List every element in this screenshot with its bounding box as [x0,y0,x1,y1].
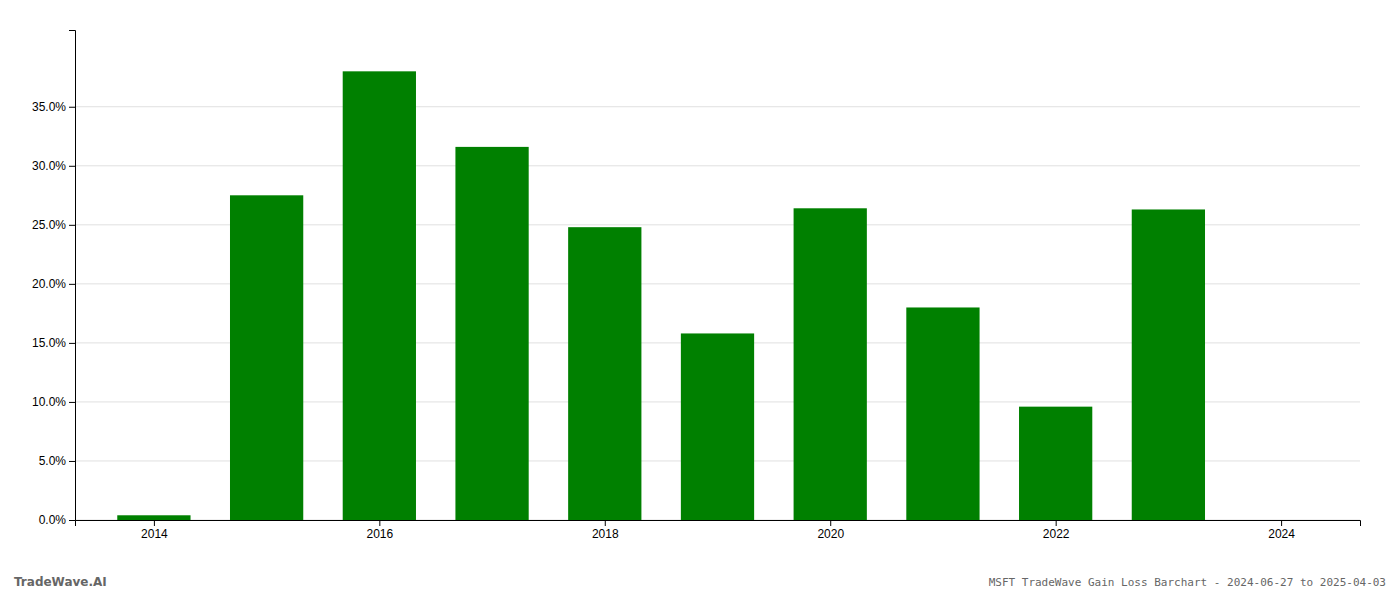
y-tick-label: 30.0% [32,159,66,173]
y-tick: 0.0% [39,513,75,527]
y-tick: 15.0% [32,336,75,350]
x-axis-line [76,521,1361,527]
grid-line [75,165,1360,166]
y-tick-label: 35.0% [32,100,66,114]
y-tick-mark [69,107,75,108]
plot: 2014 2016 2018 2020 2022 2024 0.0% 5.0% 10.0% 15.… [32,31,1361,541]
y-tick-mark [69,284,75,285]
y-tick-label: 20.0% [32,277,66,291]
chart: 2014 2016 2018 2020 2022 2024 0.0% 5.0% 10.0% 15.… [0,0,1400,600]
x-tick: 2020 [817,520,844,541]
x-tick-label: 2020 [817,527,844,541]
x-tick-label: 2022 [1043,527,1070,541]
grid [75,107,1360,520]
x-tick-label: 2014 [141,527,168,541]
bar [455,147,528,520]
x-tick: 2014 [141,520,168,541]
x-tick: 2024 [1268,520,1295,541]
y-tick-mark [69,343,75,344]
bar [568,227,641,520]
bar [117,515,190,520]
y-tick-label: 15.0% [32,336,66,350]
bar [681,333,754,520]
y-tick-label: 25.0% [32,218,66,232]
x-tick-mark [379,520,380,526]
x-tick-label: 2024 [1268,527,1295,541]
y-axis: 0.0% 5.0% 10.0% 15.0% 20.0% 25.0% 30.0% 35.0% [32,31,76,528]
y-tick-mark [69,225,75,226]
y-tick-mark [69,402,75,403]
bar [343,71,416,520]
y-tick: 25.0% [32,218,75,232]
bar [906,307,979,520]
bar [1244,520,1317,521]
y-axis-line [69,31,76,521]
x-tick-mark [830,520,831,526]
y-tick: 5.0% [39,454,75,468]
bar [794,208,867,520]
x-tick-mark [154,520,155,526]
y-tick: 30.0% [32,159,75,173]
bars [117,71,1205,520]
x-tick-label: 2018 [592,527,619,541]
x-tick-mark [1281,520,1282,526]
x-tick: 2016 [366,520,393,541]
x-tick-mark [1056,520,1057,526]
x-tick-label: 2016 [366,527,393,541]
grid-line [75,106,1360,107]
y-tick-mark [69,166,75,167]
watermark: TradeWave.AI [14,575,107,589]
bar [1019,407,1092,520]
title: MSFT TradeWave Gain Loss Barchart - 2024… [989,576,1386,589]
y-tick: 35.0% [32,100,75,114]
y-tick: 10.0% [32,395,75,409]
y-tick-mark [69,520,75,521]
y-tick-label: 10.0% [32,395,66,409]
y-tick-label: 5.0% [39,454,67,468]
x-tick: 2018 [592,520,619,541]
x-tick-mark [605,520,606,526]
bar [230,195,303,520]
y-tick-mark [69,461,75,462]
y-tick-label: 0.0% [39,513,67,527]
x-tick: 2022 [1043,520,1070,541]
bar [1132,209,1205,520]
y-tick: 20.0% [32,277,75,291]
x-axis: 2014 2016 2018 2020 2022 2024 [76,520,1361,541]
